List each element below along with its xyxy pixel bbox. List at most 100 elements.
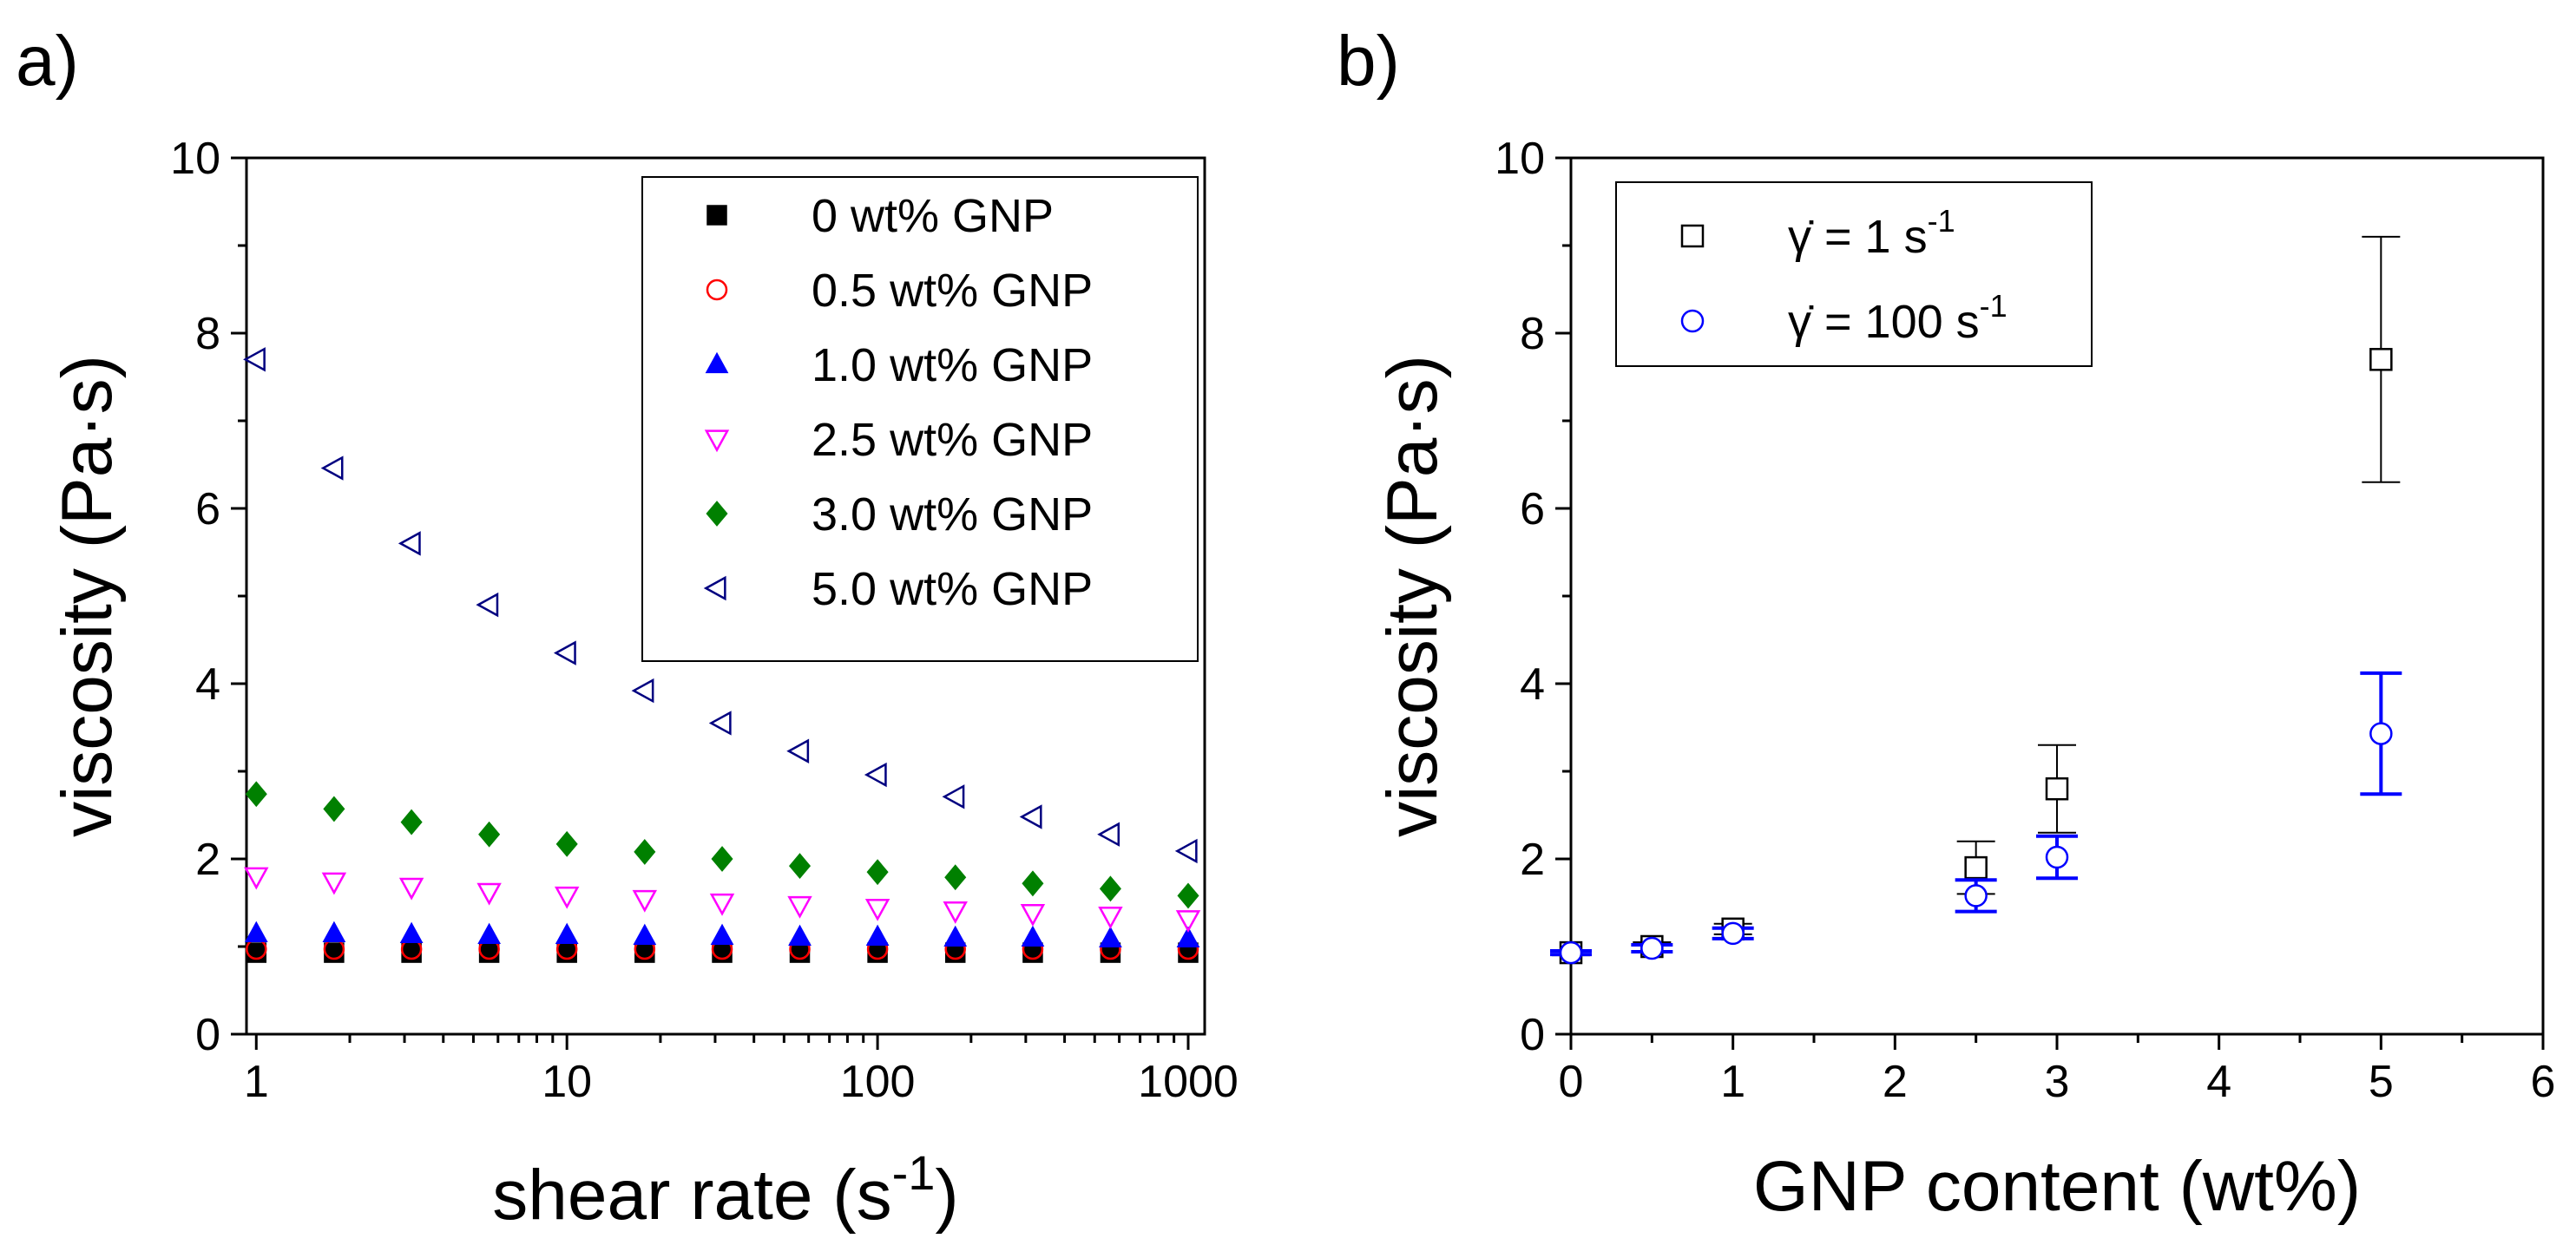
panel-a-point (320, 455, 344, 481)
panel-b-point (2045, 776, 2069, 801)
panel-b-y-axis-title: viscosity (Pa·s) (1373, 355, 1452, 837)
panel-a-legend-marker (705, 351, 729, 374)
panel-b-point-shape (1721, 921, 1745, 946)
panel-a-point-shape (245, 781, 267, 808)
panel-a-point-shape (398, 531, 421, 556)
panel-a-point (1099, 926, 1122, 948)
panel-a-point (786, 738, 810, 763)
panel-a-point-shape (478, 821, 501, 848)
panel-a-series-2 (244, 921, 1200, 948)
panel-a-y-tick-label: 10 (170, 134, 220, 184)
panel-a-legend-entry: 2.5 wt% GNP (704, 414, 1093, 466)
panel-a-legend-marker (704, 429, 730, 453)
panel-b-point-shape (2045, 776, 2069, 801)
panel-a-point (400, 809, 423, 835)
panel-a-legend-label: 5.0 wt% GNP (812, 563, 1093, 615)
panel-a-point-shape (864, 762, 887, 788)
panel-b-point (2369, 722, 2393, 745)
panel-a-point-shape (322, 921, 346, 942)
panel-a-y-tick-label: 4 (195, 659, 220, 710)
panel-a-point (555, 922, 579, 944)
panel-a-point-shape (1176, 926, 1200, 948)
panel-a-point (243, 347, 266, 372)
panel-a-point (866, 859, 889, 886)
panel-a-point-shape (1019, 804, 1042, 829)
panel-a-x-tick-label: 1000 (1138, 1057, 1239, 1107)
panel-a-point-shape (1098, 907, 1123, 929)
panel-a-legend-marker-shape (703, 575, 726, 601)
panel-a-legend-label: 0 wt% GNP (812, 190, 1054, 242)
panel-a-point-shape (1021, 925, 1045, 947)
panel-a-point-shape (866, 859, 889, 886)
panel-a-point (633, 923, 657, 945)
panel-a-point (321, 872, 347, 895)
panel-a-label: a) (16, 22, 79, 101)
panel-a-point (631, 678, 654, 704)
panel-a-x-axis-title-sup: -1 (892, 1145, 936, 1200)
panel-b-point (1640, 936, 1664, 960)
panel-a-legend-marker-shape (706, 278, 728, 301)
panel-a-point-shape (709, 893, 735, 916)
panel-a-point-shape (244, 921, 268, 942)
panel-a-point (1175, 910, 1201, 933)
panel-b-x-tick-label: 5 (2369, 1057, 2394, 1107)
panel-a-legend-label: 3.0 wt% GNP (812, 488, 1093, 541)
panel-a-point (632, 889, 658, 913)
panel-a-point (478, 821, 501, 848)
panel-a-point (477, 922, 501, 944)
panel-b-legend-label-main: γ̇ = 100 s (1788, 296, 1980, 348)
panel-b-data-points (1550, 235, 2402, 965)
panel-b-legend-marker (1680, 309, 1705, 333)
panel-a-point-shape (476, 592, 499, 618)
panel-a-y-tick-label: 8 (195, 309, 220, 359)
panel-a-point-shape (864, 898, 890, 921)
panel-a-legend-entry: 1.0 wt% GNP (705, 339, 1093, 391)
panel-a-legend-entry: 5.0 wt% GNP (703, 563, 1093, 615)
panel-b-legend-marker (1680, 224, 1705, 248)
panel-b-point-shape (2369, 722, 2393, 745)
panel-a-point (710, 923, 734, 945)
panel-a-point-shape (865, 924, 890, 946)
panel-a-legend-entry: 0.5 wt% GNP (706, 265, 1093, 317)
panel-a-point (323, 796, 345, 822)
panel-b-y-tick-label: 4 (1520, 659, 1545, 710)
panel-b-x-axis-title: GNP content (wt%) (1753, 1147, 2361, 1226)
panel-b-point-shape (1640, 936, 1664, 960)
panel-a-point-shape (710, 923, 734, 945)
panel-a: a) 0 2 4 6 8 10 1 10 100 1000 shear rate (s-1) vi… (16, 22, 1239, 1235)
panel-a-point (476, 882, 502, 906)
panel-a-point (322, 921, 346, 942)
panel-a-point (398, 877, 424, 901)
panel-b-legend-label: γ̇ = 1 s-1 (1788, 203, 1955, 263)
panel-b-y-tick-label: 6 (1520, 484, 1545, 534)
panel-b-legend: γ̇ = 1 s-1 γ̇ = 100 s -1 (1615, 181, 2093, 367)
panel-a-x-axis-title: shear rate (s-1) (492, 1145, 958, 1235)
panel-a-point-shape (244, 867, 269, 890)
panel-a-point-shape (1174, 838, 1198, 864)
panel-b-point-shape (1964, 855, 1988, 880)
panel-a-point (708, 711, 732, 736)
panel-b-x-tick-label: 3 (2045, 1057, 2070, 1107)
panel-a-point (1174, 838, 1198, 864)
panel-a-data-points (243, 347, 1201, 963)
panel-a-point (398, 531, 421, 556)
panel-a-point (1020, 904, 1046, 927)
panel-a-legend-label: 2.5 wt% GNP (812, 414, 1093, 466)
panel-b-legend-label-sup: -1 (1928, 203, 1955, 239)
panel-a-point-shape (1020, 904, 1046, 927)
panel-a-point (943, 925, 968, 947)
panel-b-x-tick-label: 2 (1883, 1057, 1908, 1107)
panel-a-point (245, 781, 267, 808)
panel-a-point-shape (787, 895, 812, 919)
panel-b: b) 0 2 4 6 8 10 0 1 2 3 4 5 6 GNP content (wt%) visc… (1337, 22, 2555, 1226)
panel-a-x-tick-label: 100 (840, 1057, 916, 1107)
panel-a-point-shape (320, 455, 344, 481)
panel-a-point (399, 921, 424, 943)
panel-a-point (634, 839, 656, 865)
panel-a-point (1022, 870, 1044, 897)
panel-a-point (787, 895, 812, 919)
panel-a-point (788, 853, 812, 879)
panel-a-point (865, 924, 890, 946)
panel-a-point (1099, 875, 1121, 902)
panel-b-legend-marker-shape (1680, 224, 1705, 248)
